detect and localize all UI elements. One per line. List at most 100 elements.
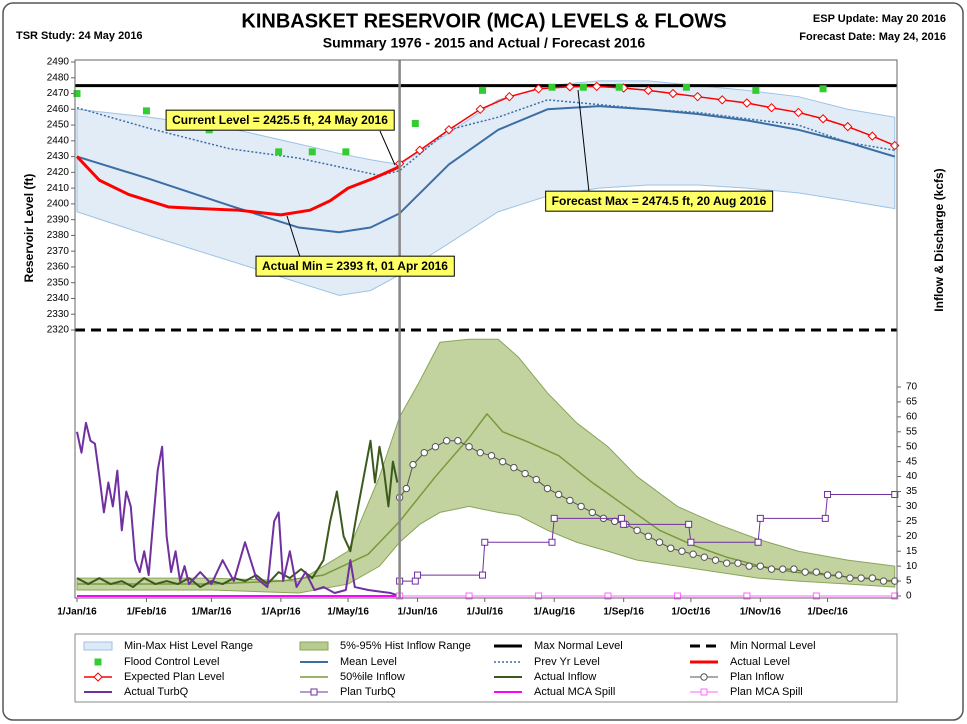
annotation-arrow [577,89,590,193]
series-marker [673,592,681,600]
legend-label: Mean Level [340,656,397,668]
series-marker [533,84,544,94]
series-marker [823,571,832,579]
series-marker [689,550,697,558]
annotation-arrow [286,215,301,258]
series-marker [532,475,540,484]
series-marker [521,469,529,478]
series-marker [723,559,731,567]
plot-area: 2320 2330 2340 2350 2360 2370 2380 2390 2400 2410… [47,57,918,618]
legend-label: Max Normal Level [534,640,623,652]
x-tick-label: 1/Oct/16 [671,607,710,618]
series-marker [821,514,829,522]
series-marker [592,81,602,92]
series-line [399,85,896,165]
legend-label: Actual Inflow [534,671,596,683]
legend-label: Actual TurbQ [124,686,189,698]
series-marker [479,571,487,579]
legend-label: Min-Max Hist Level Range [124,640,253,652]
series-line [75,155,401,217]
y2-tick-label: 5 [906,576,912,587]
series-marker [611,517,619,526]
series-marker [442,437,451,445]
series-marker [535,592,543,600]
plot-frame [74,59,898,599]
y-tick-label: 2410 [47,183,70,194]
series-marker [743,592,751,600]
y2-tick-label: 20 [906,531,918,542]
y2-tick-label: 15 [906,546,918,557]
y-tick-label: 2360 [47,262,70,273]
x-tick-label: 1/Apr/16 [261,607,301,618]
series-marker [543,484,552,493]
esp-update: ESP Update: May 20 2016 [813,13,946,25]
y-tick-label: 2460 [47,104,70,115]
series-marker [444,125,454,135]
series-marker [685,520,693,528]
x-tick-label: 1/Jun/16 [398,607,438,618]
annotation-box [255,255,455,277]
series-marker [868,574,877,582]
series-marker [655,538,664,546]
flood-control-point [411,119,419,127]
y2-tick-label: 25 [906,516,918,527]
chart-subtitle: Summary 1976 - 2015 and Actual / Forecas… [323,35,646,51]
y-tick-label: 2340 [47,293,70,304]
y-tick-label: 2330 [47,309,70,320]
y-tick-label: 2480 [47,72,70,83]
series-marker [431,443,440,451]
x-tick-label: 1/Jan/16 [57,607,97,618]
series-marker [402,484,411,493]
flood-control-point [142,107,150,115]
series-marker [510,463,518,472]
series-marker [550,514,558,522]
series-marker [668,88,678,99]
series-marker [487,451,496,460]
legend-label: Plan MCA Spill [730,686,803,698]
flood-control-point [579,83,587,91]
y2-tick-label: 70 [906,382,918,393]
series-marker [481,538,489,546]
legend-label: Actual Level [730,656,790,668]
legend-label: Plan TurbQ [340,686,396,698]
series-line [399,440,895,582]
y-tick-label: 2490 [47,57,70,68]
legend-frame [74,633,898,703]
series-marker [891,577,899,585]
series-marker [644,532,653,540]
legend-swatch [94,658,102,666]
series-marker [790,565,798,573]
annotation-text: Current Level = 2425.5 ft, 24 May 2016 [172,113,388,127]
series-marker [801,568,809,576]
series-marker [742,98,752,108]
flood-control-point [819,85,827,93]
y-tick-label: 2450 [47,120,70,131]
study-label: TSR Study: 24 May 2016 [16,30,143,42]
series-line [76,99,895,177]
annotation-box [165,109,395,131]
series-marker [465,592,473,600]
series-marker [824,490,832,498]
series-marker [643,85,654,96]
series-marker [891,490,899,498]
series-marker [465,443,473,451]
series-marker [475,104,485,115]
series-marker [620,520,628,528]
series-line [76,439,399,589]
series-marker [793,107,804,118]
series-marker [891,592,899,600]
annotation-arrow [379,130,396,166]
series-marker [617,514,625,522]
series-marker [779,565,787,573]
series-marker [454,437,462,445]
legend-label: Prev Yr Level [534,656,600,668]
forecast-date: Forecast Date: May 24, 2016 [799,31,946,43]
annotation-text: Forecast Max = 2474.5 ft, 20 Aug 2016 [552,194,767,208]
series-marker [420,448,428,457]
y-tick-label: 2430 [47,151,70,162]
series-marker [498,457,507,466]
y2-tick-label: 10 [906,561,918,572]
y-tick-label: 2440 [47,135,70,146]
legend-swatch [310,688,318,696]
